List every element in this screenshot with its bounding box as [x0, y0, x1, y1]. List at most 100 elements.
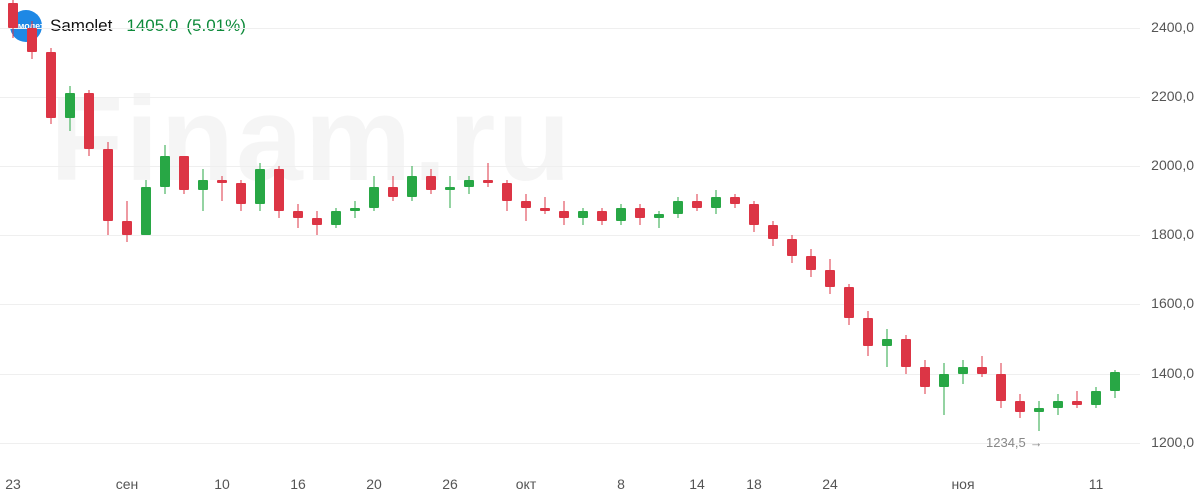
candle-wick — [1077, 391, 1078, 408]
candle[interactable] — [920, 0, 930, 460]
candle[interactable] — [388, 0, 398, 460]
candle[interactable] — [1110, 0, 1120, 460]
candle[interactable] — [426, 0, 436, 460]
candle[interactable] — [958, 0, 968, 460]
candle-body — [787, 239, 797, 256]
candle-body — [996, 374, 1006, 402]
candle-body — [103, 149, 113, 222]
candle-body — [350, 208, 360, 211]
candle-body — [711, 197, 721, 207]
candle[interactable] — [635, 0, 645, 460]
candle-body — [768, 225, 778, 239]
x-axis-label: 16 — [290, 476, 306, 492]
candle[interactable] — [882, 0, 892, 460]
candle-body — [407, 176, 417, 197]
candle-body — [198, 180, 208, 190]
candle[interactable] — [1091, 0, 1101, 460]
candle-body — [673, 201, 683, 215]
candle-wick — [887, 329, 888, 367]
candle-body — [8, 3, 18, 27]
candle[interactable] — [787, 0, 797, 460]
x-axis-label: 10 — [214, 476, 230, 492]
candle[interactable] — [863, 0, 873, 460]
candle-body — [635, 208, 645, 218]
candle[interactable] — [103, 0, 113, 460]
candle[interactable] — [46, 0, 56, 460]
candle[interactable] — [464, 0, 474, 460]
candle[interactable] — [1053, 0, 1063, 460]
candle[interactable] — [749, 0, 759, 460]
candle[interactable] — [901, 0, 911, 460]
candle[interactable] — [616, 0, 626, 460]
candle[interactable] — [274, 0, 284, 460]
candle[interactable] — [8, 0, 18, 460]
candle[interactable] — [730, 0, 740, 460]
candle-body — [749, 204, 759, 225]
plot-area[interactable]: 1234,5→ — [0, 0, 1140, 460]
candle-body — [160, 156, 170, 187]
candle[interactable] — [236, 0, 246, 460]
candle-body — [1110, 372, 1120, 391]
x-axis-label: 20 — [366, 476, 382, 492]
x-axis-label: 24 — [822, 476, 838, 492]
candle-body — [825, 270, 835, 287]
candle[interactable] — [255, 0, 265, 460]
gridline — [0, 443, 1140, 444]
candle[interactable] — [806, 0, 816, 460]
candle[interactable] — [483, 0, 493, 460]
candle[interactable] — [27, 0, 37, 460]
candle[interactable] — [1015, 0, 1025, 460]
x-axis-label: сен — [116, 476, 139, 492]
candle[interactable] — [521, 0, 531, 460]
candle[interactable] — [198, 0, 208, 460]
candle-body — [274, 169, 284, 211]
candle[interactable] — [673, 0, 683, 460]
candle[interactable] — [312, 0, 322, 460]
gridline — [0, 97, 1140, 98]
candle[interactable] — [502, 0, 512, 460]
candle[interactable] — [84, 0, 94, 460]
candle[interactable] — [654, 0, 664, 460]
candle[interactable] — [141, 0, 151, 460]
candle-body — [1053, 401, 1063, 408]
annotation-text: 1234,5 — [986, 435, 1026, 450]
candle[interactable] — [331, 0, 341, 460]
candle[interactable] — [559, 0, 569, 460]
candle[interactable] — [540, 0, 550, 460]
candle[interactable] — [179, 0, 189, 460]
candle[interactable] — [977, 0, 987, 460]
candle-body — [312, 218, 322, 225]
y-axis-label: 1600,0 — [1146, 295, 1194, 311]
candle[interactable] — [293, 0, 303, 460]
gridline — [0, 166, 1140, 167]
candle[interactable] — [350, 0, 360, 460]
candle[interactable] — [65, 0, 75, 460]
candle-wick — [450, 176, 451, 207]
candle-body — [217, 180, 227, 183]
candle[interactable] — [407, 0, 417, 460]
candle[interactable] — [768, 0, 778, 460]
gridline — [0, 235, 1140, 236]
candle[interactable] — [578, 0, 588, 460]
candle-body — [578, 211, 588, 218]
candle[interactable] — [825, 0, 835, 460]
candle[interactable] — [939, 0, 949, 460]
candle-body — [901, 339, 911, 367]
candle-body — [844, 287, 854, 318]
candle[interactable] — [711, 0, 721, 460]
candle[interactable] — [996, 0, 1006, 460]
candle[interactable] — [217, 0, 227, 460]
candle[interactable] — [844, 0, 854, 460]
candle[interactable] — [1034, 0, 1044, 460]
candle[interactable] — [445, 0, 455, 460]
candle[interactable] — [597, 0, 607, 460]
candle[interactable] — [369, 0, 379, 460]
candle[interactable] — [122, 0, 132, 460]
candle[interactable] — [1072, 0, 1082, 460]
candle[interactable] — [692, 0, 702, 460]
candle-body — [331, 211, 341, 225]
candle-body — [616, 208, 626, 222]
candle[interactable] — [160, 0, 170, 460]
y-axis-label: 1200,0 — [1146, 434, 1194, 450]
x-axis-label: 11 — [1089, 476, 1104, 492]
